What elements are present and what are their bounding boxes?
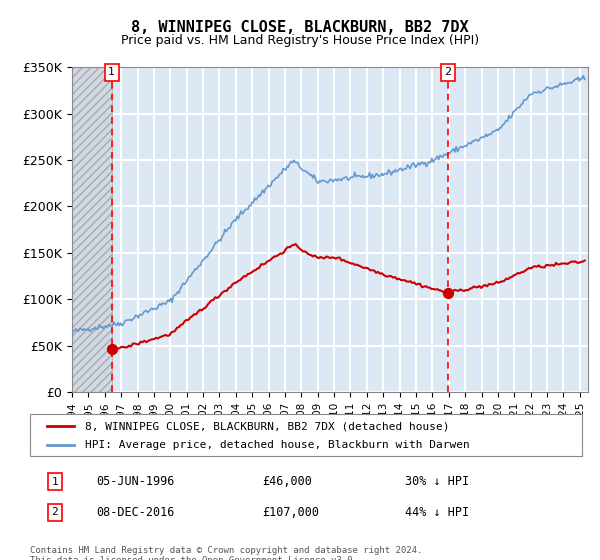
- FancyBboxPatch shape: [30, 414, 582, 456]
- Text: 05-JUN-1996: 05-JUN-1996: [96, 475, 175, 488]
- Text: 1: 1: [109, 67, 115, 77]
- Text: 2: 2: [444, 67, 451, 77]
- Text: £46,000: £46,000: [262, 475, 312, 488]
- Text: 44% ↓ HPI: 44% ↓ HPI: [406, 506, 469, 519]
- Text: £107,000: £107,000: [262, 506, 319, 519]
- Text: 1: 1: [52, 477, 58, 487]
- Text: 8, WINNIPEG CLOSE, BLACKBURN, BB2 7DX: 8, WINNIPEG CLOSE, BLACKBURN, BB2 7DX: [131, 20, 469, 35]
- Text: HPI: Average price, detached house, Blackburn with Darwen: HPI: Average price, detached house, Blac…: [85, 440, 470, 450]
- Text: 30% ↓ HPI: 30% ↓ HPI: [406, 475, 469, 488]
- Text: Contains HM Land Registry data © Crown copyright and database right 2024.
This d: Contains HM Land Registry data © Crown c…: [30, 546, 422, 560]
- Text: Price paid vs. HM Land Registry's House Price Index (HPI): Price paid vs. HM Land Registry's House …: [121, 34, 479, 46]
- Text: 2: 2: [52, 507, 58, 517]
- Text: 08-DEC-2016: 08-DEC-2016: [96, 506, 175, 519]
- Text: 8, WINNIPEG CLOSE, BLACKBURN, BB2 7DX (detached house): 8, WINNIPEG CLOSE, BLACKBURN, BB2 7DX (d…: [85, 421, 450, 431]
- Point: [107, 345, 116, 354]
- Point: [443, 288, 452, 297]
- Bar: [72, 67, 112, 392]
